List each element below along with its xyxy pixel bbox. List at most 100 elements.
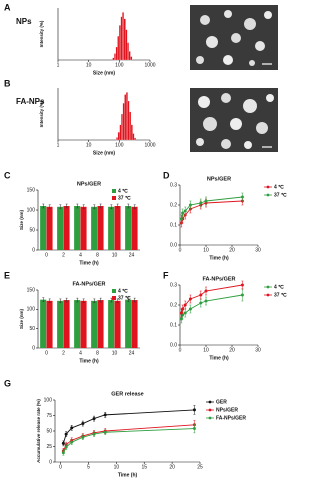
legend-label: FA-NPs/GER: [216, 415, 246, 421]
x-tick-label: 10: [112, 252, 118, 258]
y-tick-label: 50: [29, 326, 35, 332]
legend-swatch: [112, 196, 116, 200]
x-tick-label: 25: [197, 464, 203, 470]
bar: [108, 300, 115, 348]
histogram-bar: [124, 94, 127, 141]
y-tick-label: 150: [27, 287, 36, 293]
bar: [46, 300, 53, 348]
error-bar: [82, 204, 85, 210]
point: [81, 435, 85, 439]
x-tick-label: 1: [57, 62, 60, 68]
y-tick-label: 100: [27, 307, 36, 313]
legend-marker: [208, 416, 212, 420]
point: [70, 440, 74, 444]
y-tick-label: 75: [46, 413, 52, 419]
legend-swatch: [112, 289, 116, 293]
x-axis-label: Size (nm): [93, 70, 116, 76]
x-tick-label: 0: [45, 252, 48, 258]
point: [92, 417, 96, 421]
x-tick-label: 100: [115, 62, 124, 68]
point: [103, 413, 107, 417]
error-bar: [133, 204, 136, 210]
point: [188, 297, 192, 301]
point: [188, 203, 192, 207]
y-tick-label: 150: [27, 187, 36, 193]
y-axis-label: Size (nm): [19, 309, 24, 330]
point: [199, 301, 203, 305]
error-bar: [116, 203, 119, 209]
chart-title: GER release: [111, 391, 143, 397]
panel-label: E: [4, 270, 10, 280]
y-tick-label: 25: [46, 444, 52, 450]
sample-label: NPs: [16, 17, 32, 26]
point: [70, 426, 74, 430]
point: [240, 293, 244, 297]
x-tick-label: 20: [229, 347, 235, 353]
error-bar: [76, 203, 79, 209]
x-axis-label: Time (h): [209, 255, 229, 261]
y-tick-label: 0.2: [170, 202, 177, 208]
x-tick-label: 5: [87, 464, 90, 470]
y-tick-label: 0: [32, 345, 35, 351]
x-axis-label: Size (nm): [93, 150, 116, 156]
histogram-bar: [114, 53, 116, 61]
point: [179, 217, 183, 221]
x-tick-label: 10: [112, 350, 118, 356]
histogram-bar: [120, 16, 123, 61]
bar: [74, 206, 81, 250]
x-tick-label: 24: [129, 252, 135, 258]
point: [183, 209, 187, 213]
error-bar: [133, 297, 136, 303]
bar: [57, 300, 64, 348]
legend-swatch: [112, 189, 116, 193]
error-bar: [65, 297, 68, 303]
x-tick-label: 10: [203, 347, 209, 353]
bar: [125, 299, 132, 348]
histogram-bar: [115, 46, 118, 61]
axes: [57, 8, 150, 61]
point: [192, 408, 196, 412]
error-bar: [82, 298, 85, 304]
bar: [46, 206, 53, 250]
bar: [97, 206, 104, 250]
x-tick-label: 30: [255, 347, 261, 353]
legend-label: NPs/GER: [216, 407, 238, 413]
error-bar: [65, 203, 68, 209]
x-tick-label: 15: [141, 464, 147, 470]
histogram-bar: [122, 12, 125, 61]
x-tick-label: 0: [59, 464, 62, 470]
error-bar: [48, 204, 51, 210]
chart-title: FA-NPs/GER: [202, 276, 235, 282]
point: [64, 445, 68, 449]
y-axis-label: Size (nm): [19, 210, 24, 231]
error-bar: [42, 297, 45, 302]
legend-marker: [266, 185, 270, 189]
legend-label: 37 ℃: [118, 194, 131, 201]
point: [64, 432, 68, 436]
y-axis-label: Intensity (%): [39, 20, 44, 47]
bar: [91, 300, 98, 348]
chart-title: NPs/GER: [207, 176, 231, 182]
point: [192, 427, 196, 431]
point: [199, 201, 203, 205]
tem-image: [190, 88, 278, 152]
x-tick-label: 24: [129, 350, 135, 356]
panel-label: C: [4, 170, 11, 180]
point: [181, 307, 185, 311]
point: [240, 195, 244, 199]
sample-label: FA-NPs: [16, 97, 45, 106]
x-tick-label: 0: [45, 350, 48, 356]
histogram-bar: [128, 51, 131, 61]
x-tick-label: 1000: [144, 142, 155, 148]
point: [199, 293, 203, 297]
bar: [74, 300, 81, 348]
chart-title: NPs/GER: [77, 181, 101, 187]
legend-marker: [266, 193, 270, 197]
point: [188, 307, 192, 311]
y-tick-label: 100: [44, 397, 53, 403]
histogram-bar: [129, 111, 132, 141]
error-bar: [42, 203, 45, 209]
legend-label: 4 ℃: [118, 187, 128, 194]
y-tick-label: 0.1: [170, 322, 177, 328]
histogram-bar: [122, 103, 125, 141]
